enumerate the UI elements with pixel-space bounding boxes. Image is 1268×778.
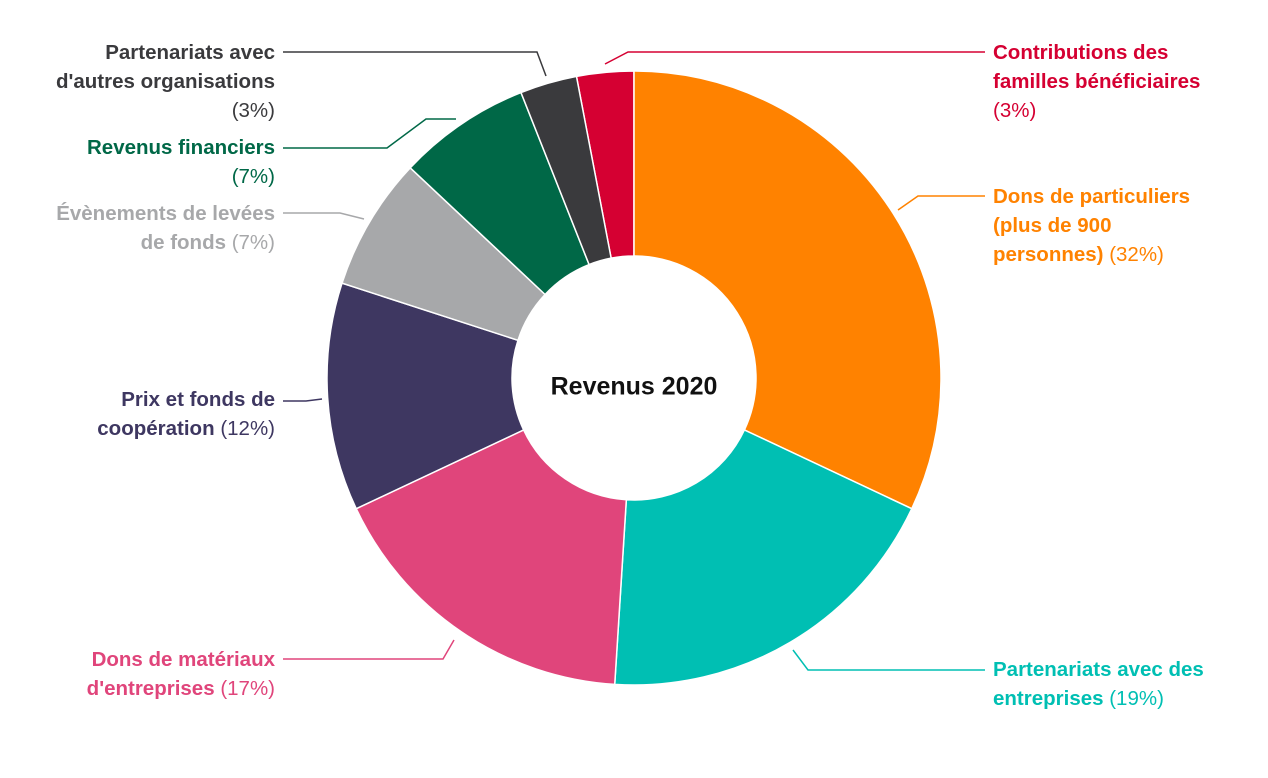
leader-lines bbox=[283, 51, 985, 671]
leader-line-dons-de-materiaux-d-entreprises bbox=[283, 639, 455, 660]
slice-label-text: d'entreprises bbox=[86, 677, 215, 700]
leader-line-prix-et-fonds-de-cooperation bbox=[283, 398, 323, 402]
slice-label-text: Évènements de levées bbox=[56, 202, 275, 225]
slice-label-prix-et-fonds-de-cooperation: Prix et fonds de coopération (12%) bbox=[97, 385, 275, 443]
slice-label-text: Dons de matériaux bbox=[91, 648, 275, 671]
slice-label-text: entreprises bbox=[993, 687, 1104, 710]
slice-percent-label: (7%) bbox=[231, 165, 275, 188]
slice-label-text: familles bénéficiaires bbox=[993, 70, 1201, 93]
slice-label-contributions-des-familles-beneficiaires: Contributions des familles bénéficiaires (… bbox=[993, 38, 1200, 125]
slice-percent-label: (3%) bbox=[993, 99, 1037, 122]
slice-label-evenements-de-levees-de-fonds: Évènements de levées de fonds (7%) bbox=[56, 199, 275, 257]
slice-label-text: Prix et fonds de bbox=[121, 388, 275, 411]
slice-label-text: Dons de particuliers bbox=[993, 185, 1191, 208]
slice-partenariats-avec-des-entreprises bbox=[613, 428, 913, 686]
slice-label-partenariats-avec-des-entreprises: Partenariats avec des entreprises (19%) bbox=[993, 655, 1204, 713]
slice-label-text: coopération bbox=[97, 417, 215, 440]
slice-label-revenus-financiers: Revenus financiers (7%) bbox=[87, 133, 275, 191]
slice-label-text: de fonds bbox=[140, 231, 226, 254]
slice-label-text: Revenus financiers bbox=[87, 136, 275, 159]
slice-label-text: d'autres organisations bbox=[55, 70, 275, 93]
slice-label-dons-de-particuliers-plus-de-900-personnes: Dons de particuliers (plus de 900 personne… bbox=[993, 182, 1190, 269]
slice-partenariats-avec-d-autres-organisations bbox=[520, 75, 613, 266]
slice-prix-et-fonds-de-cooperation bbox=[326, 282, 525, 510]
slice-percent-label: (7%) bbox=[231, 231, 275, 254]
slice-label-partenariats-avec-d-autres-organisations: Partenariats avec d'autres organisations (… bbox=[56, 38, 275, 125]
slice-percent-label: (32%) bbox=[1109, 243, 1164, 266]
donut-slices bbox=[326, 70, 942, 686]
leader-line-contributions-des-familles-beneficiaires bbox=[604, 51, 985, 65]
slice-percent-label: (3%) bbox=[231, 99, 275, 122]
leader-line-revenus-financiers bbox=[283, 118, 456, 149]
slice-label-text: Partenariats avec bbox=[105, 41, 275, 64]
chart-center-title: Revenus 2020 bbox=[551, 373, 718, 401]
slice-dons-de-materiaux-d-entreprises bbox=[355, 428, 628, 686]
leader-line-partenariats-avec-des-entreprises bbox=[792, 649, 985, 671]
slice-dons-de-particuliers-plus-de-900-personnes bbox=[633, 70, 942, 510]
slice-label-dons-de-materiaux-d-entreprises: Dons de matériaux d'entreprises (17%) bbox=[87, 645, 275, 703]
slice-label-text: personnes) bbox=[993, 243, 1104, 266]
slice-percent-label: (19%) bbox=[1109, 687, 1164, 710]
slice-label-text: Partenariats avec des bbox=[993, 658, 1204, 681]
slice-label-text: Contributions des bbox=[993, 41, 1169, 64]
leader-line-evenements-de-levees-de-fonds bbox=[283, 212, 365, 220]
leader-line-partenariats-avec-d-autres-organisations bbox=[283, 51, 547, 77]
leader-line-dons-de-particuliers-plus-de-900-personnes bbox=[897, 195, 985, 211]
slice-percent-label: (17%) bbox=[220, 677, 275, 700]
slice-label-text: (plus de 900 bbox=[993, 214, 1112, 237]
slice-percent-label: (12%) bbox=[220, 417, 275, 440]
